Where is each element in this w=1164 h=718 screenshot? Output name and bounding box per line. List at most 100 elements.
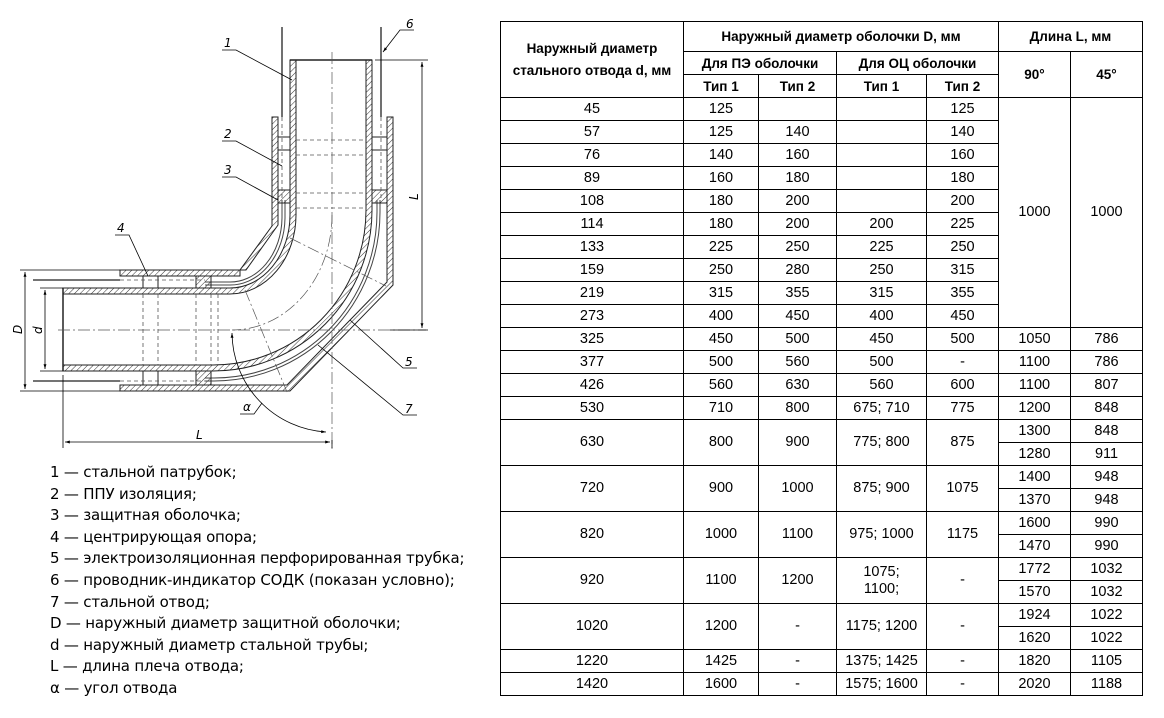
cell-length-45: 807 bbox=[1070, 373, 1143, 397]
cell-oc-type2: 225 bbox=[926, 212, 999, 236]
header-shell-diameter: Наружный диаметр оболочки D, мм bbox=[683, 21, 999, 52]
steel-pipe bbox=[62, 59, 373, 372]
centering-supports bbox=[142, 136, 388, 386]
cell-pe-type2: 355 bbox=[758, 281, 837, 305]
cell-pe-type2: 1000 bbox=[758, 465, 837, 512]
cell-pe-type2: 250 bbox=[758, 235, 837, 259]
legend-item: d — наружный диаметр стальной трубы; bbox=[50, 635, 369, 654]
cell-oc-type2: 180 bbox=[926, 166, 999, 190]
cell-oc-type1: 1175; 1200 bbox=[836, 603, 927, 650]
cell-steel-diameter: 426 bbox=[500, 373, 684, 397]
legend-item: 5 — электроизоляционная перфорированная … bbox=[50, 549, 465, 568]
table-row: 76 140 160 160 bbox=[500, 143, 1143, 167]
table-row: 45 125 125 1000 1000 bbox=[500, 97, 1143, 328]
cell-steel-diameter: 325 bbox=[500, 327, 684, 351]
cell-length-45: 848 bbox=[1070, 419, 1143, 443]
cell-length-45: 1022 bbox=[1070, 626, 1143, 650]
cell-length-90: 2020 bbox=[998, 672, 1071, 696]
cell-oc-type2: 160 bbox=[926, 143, 999, 167]
cell-steel-diameter: 89 bbox=[500, 166, 684, 190]
cell-oc-type1: 250 bbox=[836, 258, 927, 282]
cell-length-45: 1032 bbox=[1070, 557, 1143, 581]
header-steel-diameter: Наружный диаметр стального отвода d, мм bbox=[500, 21, 684, 98]
cell-pe-type2: 800 bbox=[758, 396, 837, 420]
cell-oc-type1: 875; 900 bbox=[836, 465, 927, 512]
cell-oc-type1: 775; 800 bbox=[836, 419, 927, 466]
cell-oc-type1: 315 bbox=[836, 281, 927, 305]
pipe-diameter-label: d bbox=[31, 326, 45, 334]
cell-length-90: 1280 bbox=[998, 442, 1071, 466]
cell-steel-diameter: 920 bbox=[500, 557, 684, 604]
cell-length-90: 1820 bbox=[998, 649, 1071, 673]
protective-shell bbox=[119, 116, 394, 392]
callout-5: 5 bbox=[405, 355, 413, 369]
table-row: 1220 1425-1375; 1425-1820 1105 bbox=[500, 649, 1143, 673]
header-oc-shell: Для ОЦ оболочки bbox=[836, 51, 999, 75]
cell-pe-type1: 560 bbox=[683, 373, 759, 397]
cell-length-45: 911 bbox=[1070, 442, 1143, 466]
header-90deg: 90° bbox=[998, 51, 1071, 98]
cell-steel-diameter: 45 bbox=[500, 97, 684, 121]
cell-oc-type2: 450 bbox=[926, 304, 999, 328]
cell-steel-diameter: 377 bbox=[500, 350, 684, 374]
cell-length-90: 1600 bbox=[998, 511, 1071, 535]
length-label-horizontal: L bbox=[196, 428, 203, 442]
cell-pe-type2: 1100 bbox=[758, 511, 837, 558]
cell-pe-type2: 1200 bbox=[758, 557, 837, 604]
cell-oc-type2: - bbox=[926, 557, 999, 604]
legend-item: 2 — ППУ изоляция; bbox=[50, 484, 197, 503]
cell-oc-type1 bbox=[836, 189, 927, 213]
legend-item: L — длина плеча отвода; bbox=[50, 657, 244, 676]
table-row: 530 710 800 675; 710 775 1200 848 bbox=[500, 396, 1143, 420]
table-subrow: 1620 1022 bbox=[501, 626, 1143, 650]
cell-oc-type1: 225 bbox=[836, 235, 927, 259]
cell-pe-type1: 900 bbox=[683, 465, 759, 512]
cell-steel-diameter: 630 bbox=[500, 419, 684, 466]
cell-pe-type1: 450 bbox=[683, 327, 759, 351]
cell-oc-type2: 775 bbox=[926, 396, 999, 420]
cell-length-45: 786 bbox=[1070, 327, 1143, 351]
cell-pe-type2: 900 bbox=[758, 419, 837, 466]
pipe-bend-drawing: 1 2 3 4 5 6 7 α L L D d bbox=[11, 17, 428, 450]
table-row: 1020 1200-1175; 1200-1924 1022 bbox=[500, 603, 1143, 650]
cell-oc-type2: - bbox=[926, 672, 999, 696]
cell-pe-type2: 140 bbox=[758, 120, 837, 144]
cell-pe-type1: 400 bbox=[683, 304, 759, 328]
header-oc-type2: Тип 2 bbox=[926, 74, 999, 98]
cell-length-45: 948 bbox=[1070, 488, 1143, 512]
table-subrow: 1570 1032 bbox=[501, 580, 1143, 604]
table-row: 377 500 560 500-1100 786 bbox=[500, 350, 1143, 374]
cell-length-90: 1620 bbox=[998, 626, 1071, 650]
cell-length-45: 848 bbox=[1070, 396, 1143, 420]
cell-steel-diameter: 133 bbox=[500, 235, 684, 259]
cell-length-45: 786 bbox=[1070, 350, 1143, 374]
cell-length-90: 1000 bbox=[998, 97, 1071, 328]
cell-steel-diameter: 273 bbox=[500, 304, 684, 328]
table-row: 426 560 630 560 600 1100 807 bbox=[500, 373, 1143, 397]
cell-oc-type1: 1375; 1425 bbox=[836, 649, 927, 673]
cell-pe-type2: 630 bbox=[758, 373, 837, 397]
cell-length-90: 1772 bbox=[998, 557, 1071, 581]
cell-length-45: 1188 bbox=[1070, 672, 1143, 696]
cell-pe-type1: 800 bbox=[683, 419, 759, 466]
legend-item: 6 — проводник-индикатор СОДК (показан ус… bbox=[50, 570, 455, 589]
callout-leaders bbox=[115, 29, 417, 416]
cell-length-90: 1050 bbox=[998, 327, 1071, 351]
cell-oc-type2: 600 bbox=[926, 373, 999, 397]
cell-pe-type2: 200 bbox=[758, 212, 837, 236]
cell-length-45: 1000 bbox=[1070, 97, 1143, 328]
table-row: 219 315 355 315 355 bbox=[500, 281, 1143, 305]
cell-oc-type1: 450 bbox=[836, 327, 927, 351]
cell-length-90: 1100 bbox=[998, 350, 1071, 374]
header-45deg: 45° bbox=[1070, 51, 1143, 98]
table-row: 89 160 180 180 bbox=[500, 166, 1143, 190]
callout-4: 4 bbox=[117, 221, 125, 235]
legend-item: D — наружный диаметр защитной оболочки; bbox=[50, 614, 401, 633]
cell-length-90: 1300 bbox=[998, 419, 1071, 443]
cell-pe-type1: 180 bbox=[683, 212, 759, 236]
cell-oc-type2: - bbox=[926, 603, 999, 650]
cell-pe-type1: 1600 bbox=[683, 672, 759, 696]
cell-length-90: 1570 bbox=[998, 580, 1071, 604]
table-row: 1420 1600-1575; 1600-2020 1188 bbox=[500, 672, 1143, 696]
cell-oc-type1: 1075; 1100; bbox=[836, 557, 927, 604]
